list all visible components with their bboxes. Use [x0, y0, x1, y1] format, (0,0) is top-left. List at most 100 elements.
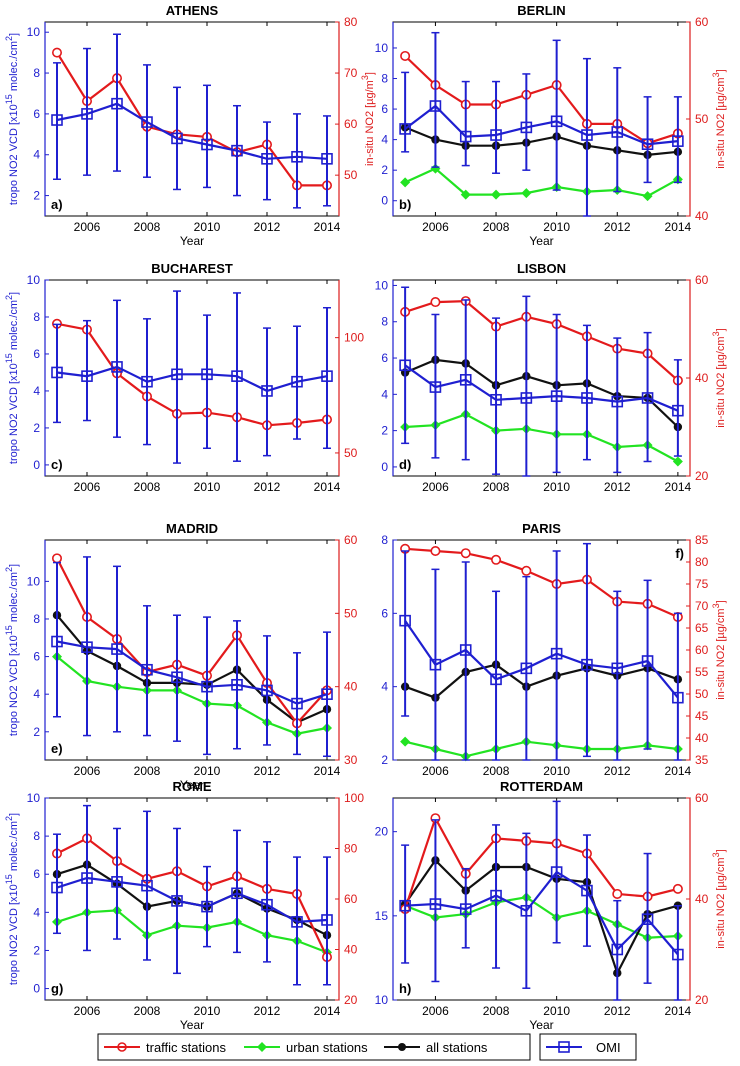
rome-ytick-right-label-60: 60 [344, 892, 358, 906]
lisbon-plot-frame [392, 279, 691, 477]
bucharest-omi-point-2012 [261, 385, 273, 397]
athens-traffic-point-2005 [51, 47, 62, 58]
rotterdam-omi-point-2005 [399, 899, 411, 912]
legend-urban-label: urban stations [286, 1040, 368, 1055]
rotterdam-ytick-right-label-20: 20 [695, 993, 709, 1007]
rotterdam-omi-point-2007 [459, 903, 472, 915]
athens-plot-frame [44, 21, 340, 217]
legend-all-label: all stations [426, 1040, 488, 1055]
lisbon-all-line [404, 358, 679, 428]
rome-xtick-label-2006: 2006 [74, 1004, 101, 1018]
berlin-urban-point-2008 [491, 189, 502, 200]
rome-omi-point-2010 [201, 900, 213, 913]
athens-ylabel-part-1: 15 [4, 94, 14, 104]
paris-ytick-right-label-45: 45 [695, 709, 709, 723]
berlin-xlabel: Year [529, 234, 553, 248]
athens-omi-point-2012 [261, 153, 273, 165]
berlin-ytick-label-8: 8 [381, 72, 388, 86]
berlin-ylabel-right-part-2: ] [715, 69, 727, 72]
paris-series-omi [399, 542, 684, 761]
paris-title: PARIS [522, 521, 561, 536]
bucharest-series-omi [51, 290, 333, 464]
bucharest-ylabel: tropo NO2 VCD [x1015 molec./cm2] [4, 292, 20, 464]
madrid-xtick-label-2012: 2012 [254, 764, 281, 778]
paris-ytick-right-label-75: 75 [695, 577, 709, 591]
madrid-ylabel-part-3: 2 [4, 567, 14, 572]
legend-urban: urban stations [244, 1040, 368, 1055]
berlin-omi-line [404, 104, 679, 146]
berlin-omi-point-2014 [672, 135, 684, 147]
bucharest-ytick-label-4: 4 [33, 384, 40, 398]
bucharest-xtick-label-2012: 2012 [254, 480, 281, 494]
madrid-xtick-label-2008: 2008 [134, 764, 161, 778]
paris-ytick-label-8: 8 [381, 533, 388, 547]
athens-ytick-right-label-50: 50 [344, 168, 358, 182]
athens-xlabel: Year [180, 234, 204, 248]
athens-ylabel: tropo NO2 VCD [x1015 molec./cm2] [4, 33, 20, 205]
berlin-urban-point-2006 [430, 163, 441, 174]
lisbon-ytick-label-8: 8 [381, 315, 388, 329]
lisbon-xtick-label-2010: 2010 [543, 480, 570, 494]
lisbon-urban-point-2014 [672, 456, 683, 467]
paris-ytick-label-6: 6 [381, 606, 388, 620]
paris-ytick-right-label-65: 65 [695, 621, 709, 635]
rome-xlabel: Year [180, 1018, 204, 1032]
lisbon-xtick-label-2014: 2014 [665, 480, 692, 494]
athens-omi-point-2008 [141, 116, 153, 128]
rome-ylabel-part-0: tropo NO2 VCD [x10 [8, 884, 20, 985]
lisbon-omi-point-2010 [550, 390, 563, 402]
madrid-omi-point-2014 [321, 688, 333, 700]
berlin-title: BERLIN [517, 3, 565, 18]
paris-plot-frame [392, 539, 691, 761]
lisbon-omi-point-2009 [520, 392, 533, 404]
rome-ylabel-part-2: molec./cm [8, 821, 20, 874]
berlin-ytick-label-10: 10 [375, 41, 389, 55]
athens-ylabel-part-3: 2 [4, 36, 14, 41]
madrid-ylabel-part-0: tropo NO2 VCD [x10 [8, 635, 20, 736]
madrid-omi-point-2006 [81, 641, 93, 653]
rotterdam-traffic-point-2012 [612, 888, 623, 899]
madrid-ylabel: tropo NO2 VCD [x1015 molec./cm2] [4, 564, 20, 736]
rome-ytick-right-label-80: 80 [344, 842, 358, 856]
madrid-traffic-line [56, 557, 328, 726]
bucharest-ylabel-part-0: tropo NO2 VCD [x10 [8, 363, 20, 464]
lisbon-omi-point-2012 [611, 395, 624, 408]
athens-ylabel-right: in-situ NO2 [µg/m3] [360, 72, 376, 166]
madrid-panel-label: e) [51, 741, 63, 756]
paris-ytick-right-label-80: 80 [695, 555, 709, 569]
athens-omi-line [56, 102, 328, 160]
rome-omi-point-2012 [261, 898, 273, 911]
paris-omi-point-2007 [459, 644, 472, 656]
paris-ytick-right-label-55: 55 [695, 665, 709, 679]
rome-ytick-label-4: 4 [33, 905, 40, 919]
legend-urban-marker [257, 1042, 267, 1052]
rotterdam-ylabel-right-part-2: ] [715, 849, 727, 852]
lisbon-omi-point-2008 [490, 393, 502, 406]
berlin-ylabel-right-part-0: in-situ NO2 [µg/cm [715, 77, 727, 168]
rome-xtick-label-2008: 2008 [134, 1004, 161, 1018]
rotterdam-xtick-label-2012: 2012 [604, 1004, 631, 1018]
rotterdam-traffic-line [404, 815, 679, 910]
athens-ytick-label-10: 10 [27, 25, 41, 39]
lisbon-ytick-label-0: 0 [381, 460, 388, 474]
panel-rome: ROME 2006 2008 2010 2012 2014 Year 0 2 4 6 8 10 20 40 6… [4, 779, 364, 1032]
paris-xtick-label-2014: 2014 [665, 764, 692, 778]
paris-ytick-right-label-60: 60 [695, 643, 709, 657]
madrid-ytick-right-label-30: 30 [344, 753, 358, 767]
panel-rotterdam: ROTTERDAM 2006 2008 2010 2012 2014 Year 10 15 20 2… [375, 779, 727, 1032]
bucharest-ytick-label-0: 0 [33, 458, 40, 472]
rome-ytick-right-label-40: 40 [344, 943, 358, 957]
berlin-xtick-label-2008: 2008 [483, 220, 510, 234]
athens-xtick-label-2006: 2006 [74, 220, 101, 234]
berlin-ytick-label-6: 6 [381, 102, 388, 116]
athens-omi-point-2006 [81, 108, 93, 120]
rome-ylabel-part-3: 2 [4, 816, 14, 821]
bucharest-ytick-right-label-50: 50 [344, 446, 358, 460]
bucharest-ytick-label-2: 2 [33, 421, 40, 435]
athens-ylabel-right-part-1: 3 [360, 75, 370, 80]
rotterdam-ytick-label-20: 20 [375, 825, 389, 839]
rome-ytick-right-label-20: 20 [344, 993, 358, 1007]
bucharest-omi-point-2005 [51, 366, 63, 379]
rome-traffic-line [56, 837, 328, 958]
